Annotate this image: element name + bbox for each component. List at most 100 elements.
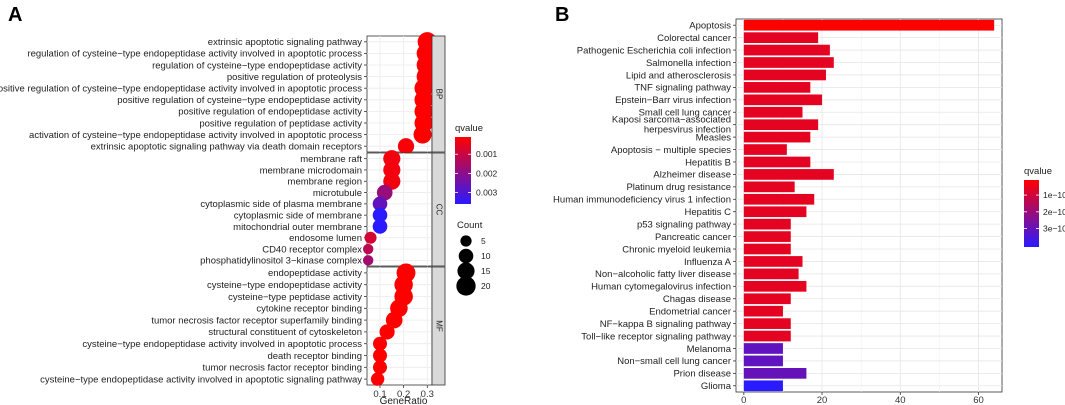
term-label: endosome lumen [289, 233, 362, 244]
x-tick-label: 0.1 [373, 389, 386, 400]
bar [743, 330, 791, 342]
bar-label: herpesvirus infection [644, 125, 731, 136]
term-dot [372, 207, 388, 223]
bar-label: Glioma [701, 381, 732, 392]
size-legend-dot [460, 235, 472, 247]
size-legend-dot [458, 248, 474, 264]
term-label: positive regulation of proteolysis [227, 72, 362, 83]
term-label: endopeptidase activity [268, 268, 362, 279]
bar-label: TNF signaling pathway [634, 83, 731, 94]
bar-label: p53 signaling pathway [637, 219, 731, 230]
term-dot [362, 243, 374, 255]
bar-label: Measles [696, 132, 732, 143]
facet-strip-label: CC [434, 204, 443, 216]
term-dot [372, 219, 388, 234]
bar-label: Kaposi sarcoma−associated [612, 115, 731, 126]
color-legend-label: 0.001 [476, 149, 498, 159]
bar [743, 206, 807, 218]
facet-strip-label: MF [434, 320, 443, 332]
term-label: cysteine−type peptidase activity [228, 292, 362, 303]
color-legend-label: 0.003 [476, 188, 498, 198]
bar [743, 119, 819, 131]
x-tick-label: 40 [895, 395, 906, 405]
bar-label: Non−alcoholic fatty liver disease [595, 269, 731, 280]
size-legend-label: 10 [481, 251, 491, 261]
bar-label: Chagas disease [663, 294, 731, 305]
facet-strip [431, 35, 446, 153]
bar [743, 131, 811, 143]
bar-label: Salmonella infection [646, 58, 731, 69]
term-dot [373, 348, 387, 363]
term-label: structural constituent of cytoskeleton [208, 327, 362, 338]
term-dot [385, 311, 403, 329]
term-dot [364, 231, 377, 244]
size-legend-dot [456, 276, 476, 296]
bar [743, 57, 834, 68]
bar-label: Pancreatic cancer [655, 232, 731, 243]
term-label: positive regulation of peptidase activit… [199, 118, 362, 129]
size-legend-title: Count [457, 220, 483, 231]
bar [743, 44, 830, 56]
bar [743, 181, 795, 193]
bar [743, 32, 819, 43]
bar-label: Apoptosis − multiple species [611, 145, 731, 156]
bar [743, 380, 783, 392]
bar [743, 268, 799, 280]
term-label: cytokine receptor binding [256, 304, 362, 315]
term-dot [379, 324, 395, 340]
color-legend-bar [1024, 180, 1039, 247]
term-dot [373, 360, 387, 375]
term-label: membrane raft [300, 154, 362, 165]
bar-label: Pathogenic Escherichia coli infection [577, 45, 731, 56]
bar-label: NF−kappa B signaling pathway [600, 319, 731, 330]
size-legend-label: 5 [481, 236, 486, 246]
bar-label: Prion disease [673, 369, 731, 380]
term-label: cysteine−type endopeptidase activity [207, 280, 362, 291]
color-legend-title: qvalue [455, 123, 483, 134]
term-label: activation of cysteine−type endopeptidas… [29, 130, 362, 141]
bar-label: Platinum drug resistance [626, 182, 731, 193]
bar-label: Melanoma [687, 344, 732, 355]
bar [743, 156, 811, 168]
term-dot [370, 372, 385, 386]
color-legend-label: 1e−10 [1043, 190, 1065, 200]
bar-label: Epstein−Barr virus infection [615, 95, 731, 106]
panel-label-b: B [555, 4, 569, 26]
term-label: cytoplasmic side of plasma membrane [200, 199, 362, 210]
bar-label: Hepatitis B [685, 157, 731, 168]
term-label: CD40 receptor complex [262, 244, 362, 255]
term-label: membrane microdomain [260, 165, 362, 176]
bar [743, 144, 787, 155]
bar [743, 318, 791, 329]
bar-label: Small cell lung cancer [639, 108, 731, 119]
bar [743, 169, 834, 180]
bar [743, 355, 783, 367]
term-label: tumor necrosis factor receptor superfami… [151, 315, 362, 326]
color-legend-label: 3e−10 [1043, 224, 1065, 234]
term-label: cysteine−type endopeptidase activity inv… [82, 339, 362, 350]
term-dot [376, 184, 393, 201]
x-axis-title: GeneRatio [380, 396, 428, 405]
bar [743, 293, 791, 305]
bar-label: Lipid and atherosclerosis [626, 70, 731, 81]
facet-strip [431, 266, 446, 386]
bar-label: Endometrial cancer [649, 306, 731, 317]
bar-label: Alzheimer disease [653, 170, 731, 181]
facet-strip-label: BP [434, 89, 443, 100]
x-tick-label: 0.3 [421, 389, 434, 400]
bar-label: Influenza A [684, 257, 732, 268]
term-label: positive regulation of cysteine−type end… [0, 84, 362, 95]
term-label: membrane region [288, 177, 362, 188]
term-label: extrinsic apoptotic signaling pathway [208, 37, 362, 48]
color-legend-label: 2e−10 [1043, 207, 1065, 217]
bar [743, 218, 791, 230]
term-label: positive regulation of cysteine−type end… [117, 95, 362, 106]
bar [743, 106, 803, 118]
term-label: death receptor binding [267, 351, 362, 362]
bar [743, 343, 783, 354]
size-legend-label: 15 [481, 266, 491, 276]
term-label: phosphatidylinositol 3−kinase complex [200, 256, 362, 267]
term-label: positive regulation of endopeptidase act… [178, 107, 362, 118]
